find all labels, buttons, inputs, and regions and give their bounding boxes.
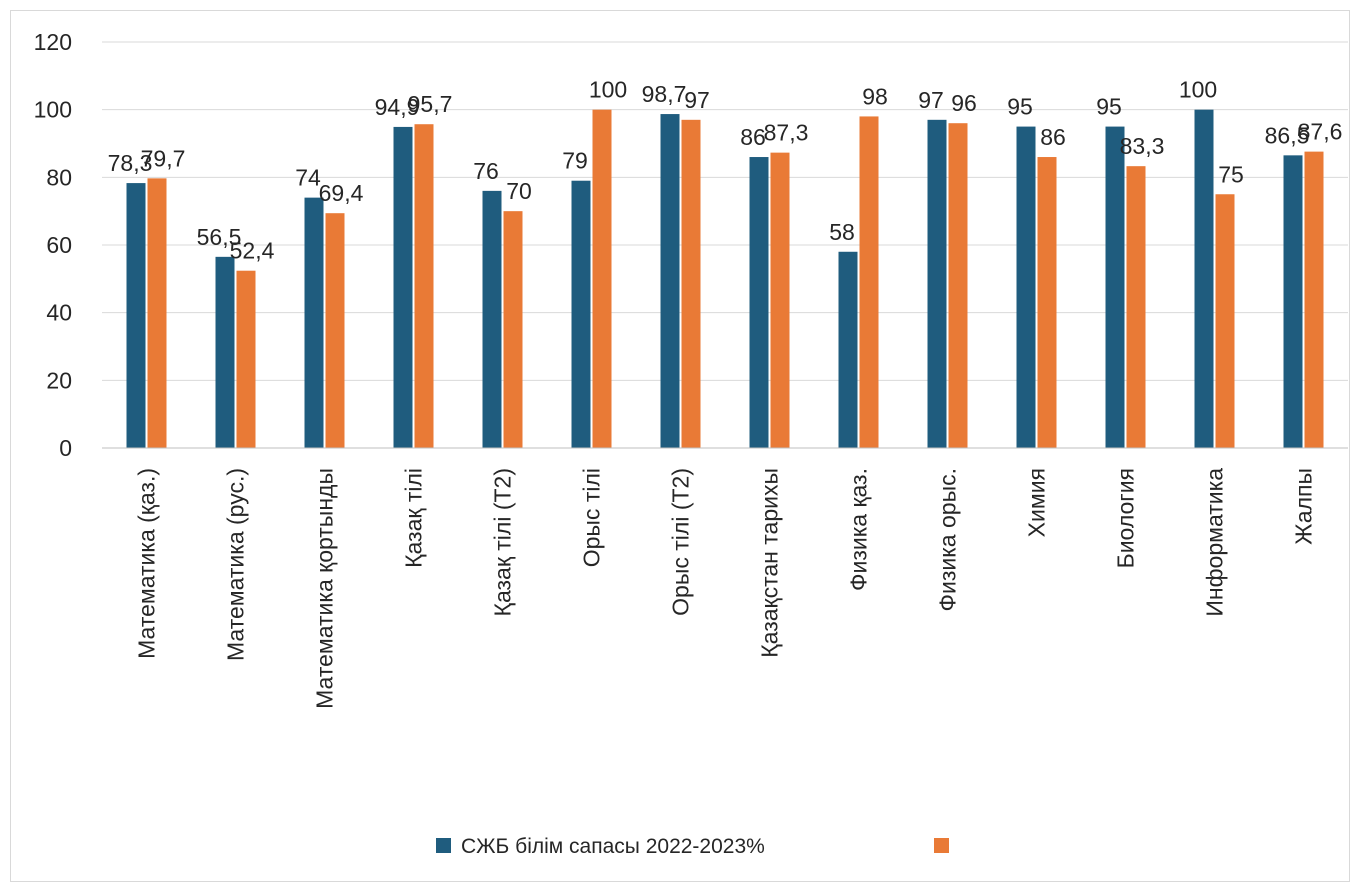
x-axis: Математика (қаз.) Математика (рус.) Матема… <box>102 447 1348 709</box>
y-tick-label: 80 <box>46 164 72 190</box>
bar-series-1 <box>1105 126 1125 448</box>
data-label-series-2: 52,4 <box>230 238 275 264</box>
bar-series-2 <box>1037 157 1057 449</box>
x-category-label: Физика қаз. <box>846 468 872 591</box>
bar-series-1 <box>393 126 413 449</box>
data-label-series-1: 98,7 <box>642 81 687 107</box>
data-label-series-1: 58 <box>829 219 855 245</box>
x-category-label: Қазақ тілі <box>401 468 427 568</box>
data-label-series-1: 74 <box>295 165 321 191</box>
bar-series-2 <box>414 124 434 448</box>
data-label-series-1: 86,5 <box>1265 122 1310 148</box>
x-category-label: Қазақстан тарихы <box>757 468 783 658</box>
data-label-series-2: 97 <box>684 87 710 113</box>
data-label-series-2: 83,3 <box>1120 133 1165 159</box>
bar-series-2 <box>770 152 790 448</box>
bar-series-2 <box>1215 194 1235 448</box>
bar-series-2 <box>325 213 345 448</box>
gridlines <box>102 41 1348 449</box>
legend: СЖБ білім сапасы 2022-2023% <box>436 835 949 858</box>
legend-label-series-1: СЖБ білім сапасы 2022-2023% <box>461 835 765 858</box>
x-category-label: Математика қортынды <box>312 468 338 709</box>
x-category-label: Орыс тілі (Т2) <box>668 468 694 616</box>
bar-series-2 <box>1304 151 1324 448</box>
bar-series-1 <box>660 114 680 448</box>
data-label-series-2: 95,7 <box>408 91 453 117</box>
bar-series-1 <box>126 183 146 448</box>
x-category-label: Физика орыс. <box>935 468 961 611</box>
data-label-series-2: 98 <box>862 83 888 109</box>
data-label-series-1: 95 <box>1007 94 1033 120</box>
data-label-series-1: 94,9 <box>375 94 420 120</box>
y-tick-label: 0 <box>59 435 72 461</box>
y-tick-label: 20 <box>46 367 72 393</box>
data-label-series-2: 86 <box>1040 124 1066 150</box>
bar-series-2 <box>147 178 167 448</box>
x-category-label: Математика (қаз.) <box>134 468 160 659</box>
data-label-series-1: 76 <box>473 158 499 184</box>
data-label-series-2: 87,6 <box>1298 119 1343 145</box>
bar-series-2 <box>236 270 256 448</box>
y-tick-label: 60 <box>46 232 72 258</box>
y-axis: 0 20 40 60 80 100 120 <box>34 29 72 461</box>
x-category-label: Жалпы <box>1291 468 1317 545</box>
bar-series-1 <box>482 190 502 448</box>
bar-series-2 <box>681 119 701 449</box>
legend-swatch-series-2 <box>934 838 949 853</box>
y-tick-label: 40 <box>46 300 72 326</box>
data-label-series-2: 69,4 <box>319 180 364 206</box>
x-category-label: Орыс тілі <box>579 468 605 567</box>
data-label-series-1: 95 <box>1096 94 1122 120</box>
data-label-series-1: 79 <box>562 148 588 174</box>
legend-swatch-series-1 <box>436 838 451 853</box>
bar-series-1 <box>215 256 235 448</box>
bar-series-2 <box>592 109 612 449</box>
data-label-series-2: 79,7 <box>141 145 186 171</box>
data-label-series-2: 100 <box>589 77 627 103</box>
x-category-label: Химия <box>1024 468 1050 537</box>
x-category-label: Биология <box>1113 468 1139 568</box>
y-tick-label: 100 <box>34 97 72 123</box>
bar-series-1 <box>1283 155 1303 448</box>
x-category-label: Информатика <box>1202 468 1228 617</box>
bar-series-1 <box>927 119 947 449</box>
data-label-series-2: 70 <box>506 178 532 204</box>
bar-series-2 <box>948 123 968 448</box>
bar-series-2 <box>503 211 523 448</box>
bar-series-2 <box>859 116 879 448</box>
y-tick-label: 120 <box>34 29 72 55</box>
x-category-label: Қазақ тілі (Т2) <box>490 468 516 616</box>
bars <box>126 109 1324 449</box>
x-category-label: Математика (рус.) <box>223 468 249 661</box>
data-labels: 78,3 56,5 74 94,9 76 79 98,7 86 58 97 95 95 100 86,5 7… <box>108 77 1343 264</box>
bar-series-2 <box>1126 166 1146 448</box>
data-label-series-1: 100 <box>1179 77 1217 103</box>
data-label-series-1: 78,3 <box>108 150 153 176</box>
bar-series-1 <box>838 251 858 448</box>
bar-series-1 <box>749 157 769 449</box>
data-label-series-2: 96 <box>951 90 977 116</box>
bar-series-1 <box>1194 109 1214 449</box>
data-label-series-2: 87,3 <box>764 120 809 146</box>
data-label-series-2: 75 <box>1218 161 1244 187</box>
data-label-series-1: 56,5 <box>197 224 242 250</box>
data-label-series-1: 86 <box>740 124 766 150</box>
bar-series-1 <box>1016 126 1036 448</box>
data-label-series-1: 97 <box>918 87 944 113</box>
bar-series-1 <box>571 180 591 448</box>
bar-series-1 <box>304 197 324 448</box>
